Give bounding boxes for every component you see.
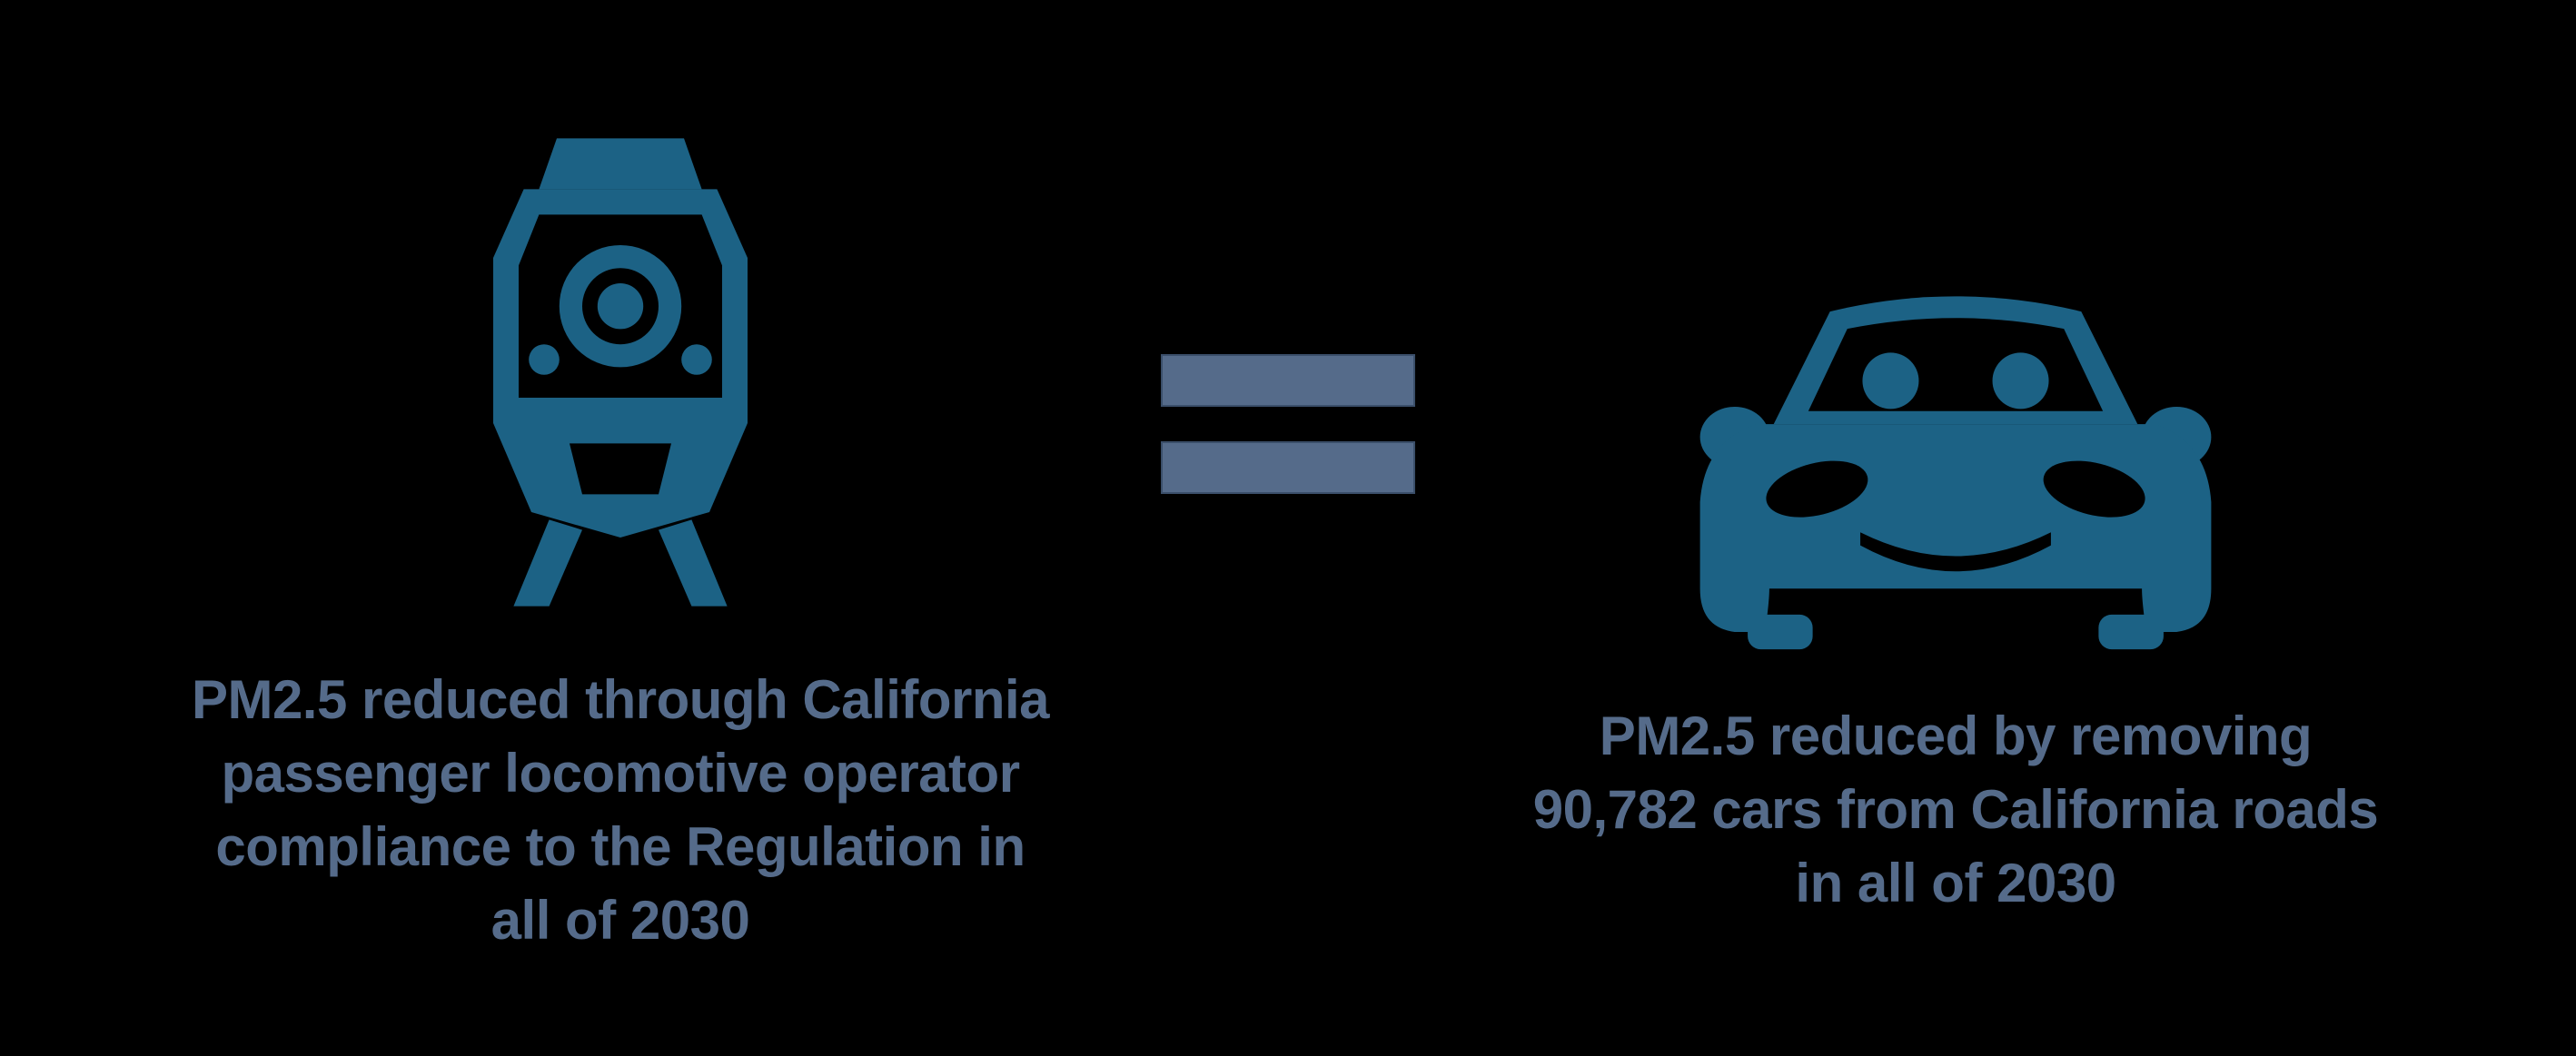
car-icon — [1674, 263, 2237, 663]
equals-icon — [1161, 354, 1415, 494]
left-caption: PM2.5 reduced through California passeng… — [189, 663, 1052, 957]
right-column: PM2.5 reduced by removing 90,782 cars fr… — [1524, 136, 2387, 920]
train-icon-wrapper — [366, 100, 875, 627]
equals-bar-top — [1161, 354, 1415, 407]
infographic-container: PM2.5 reduced through California passeng… — [0, 100, 2576, 957]
car-icon-wrapper — [1674, 136, 2237, 663]
equals-bar-bottom — [1161, 441, 1415, 494]
train-icon — [366, 118, 875, 627]
left-column: PM2.5 reduced through California passeng… — [189, 100, 1052, 957]
right-caption: PM2.5 reduced by removing 90,782 cars fr… — [1524, 699, 2387, 920]
